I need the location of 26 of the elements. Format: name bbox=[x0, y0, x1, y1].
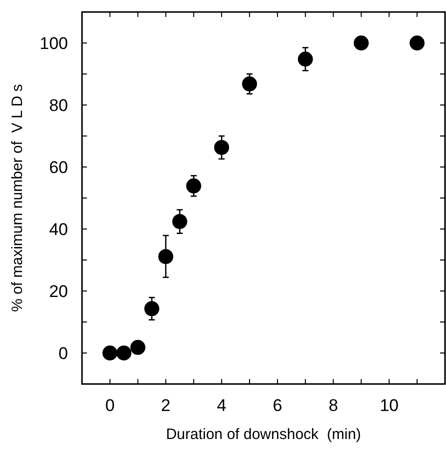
point bbox=[214, 140, 230, 155]
x-tick-label: 2 bbox=[161, 396, 171, 415]
point bbox=[172, 214, 188, 230]
x-tick-label: 10 bbox=[380, 396, 399, 415]
point bbox=[130, 340, 146, 355]
x-axis-title: Duration of downshock (min) bbox=[166, 426, 362, 443]
y-tick-label: 0 bbox=[58, 344, 68, 363]
point bbox=[242, 76, 258, 92]
point bbox=[186, 178, 202, 194]
y-axis-title: % of maximum number of V L D s bbox=[9, 84, 26, 312]
y-tick-label: 100 bbox=[40, 34, 68, 53]
point bbox=[410, 36, 425, 50]
x-tick-label: 6 bbox=[272, 396, 282, 415]
x-tick-label: 4 bbox=[216, 396, 226, 415]
x-tick-label: 8 bbox=[328, 396, 338, 415]
y-tick-label: 60 bbox=[49, 158, 68, 177]
x-tick-label: 0 bbox=[105, 396, 115, 415]
y-tick-label: 80 bbox=[49, 96, 68, 115]
point bbox=[116, 346, 132, 360]
point bbox=[298, 52, 313, 67]
point bbox=[158, 249, 174, 264]
y-tick-label: 40 bbox=[49, 220, 68, 239]
point bbox=[102, 346, 118, 360]
y-tick-label: 20 bbox=[49, 282, 68, 301]
point bbox=[354, 36, 369, 50]
point bbox=[144, 301, 160, 316]
